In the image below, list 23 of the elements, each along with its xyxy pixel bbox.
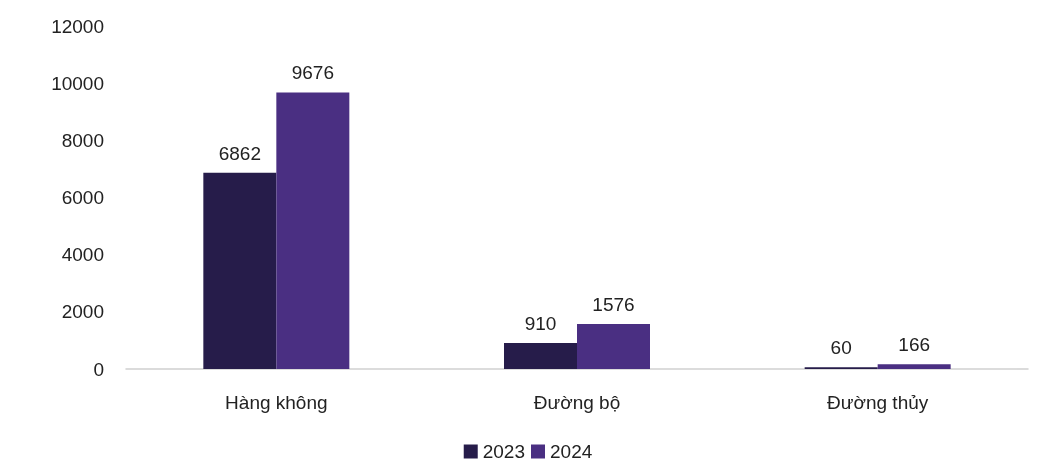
data-label: 60 (830, 337, 852, 359)
y-tick-label: 8000 (61, 129, 104, 151)
x-tick-label: Đường bộ (533, 392, 621, 413)
y-tick-label: 2000 (61, 301, 104, 323)
x-tick-label: Hàng không (225, 392, 328, 413)
bar (577, 323, 650, 369)
data-label: 166 (898, 334, 931, 356)
y-tick-label: 12000 (51, 15, 104, 37)
bar (276, 92, 350, 369)
y-tick-label: 4000 (61, 244, 104, 266)
y-tick-label: 6000 (61, 187, 104, 208)
legend-label: 2023 (482, 441, 526, 462)
data-label: 1576 (592, 293, 635, 315)
data-label: 6862 (218, 142, 261, 164)
x-tick-label: Đường thủy (827, 392, 929, 413)
bar (203, 172, 277, 369)
y-tick-label: 0 (93, 358, 104, 380)
legend-label: 2024 (550, 441, 593, 462)
data-label: 910 (524, 312, 557, 334)
bar (877, 364, 951, 369)
bar (504, 342, 577, 369)
y-tick-label: 10000 (51, 72, 104, 94)
data-label: 9676 (291, 62, 334, 84)
